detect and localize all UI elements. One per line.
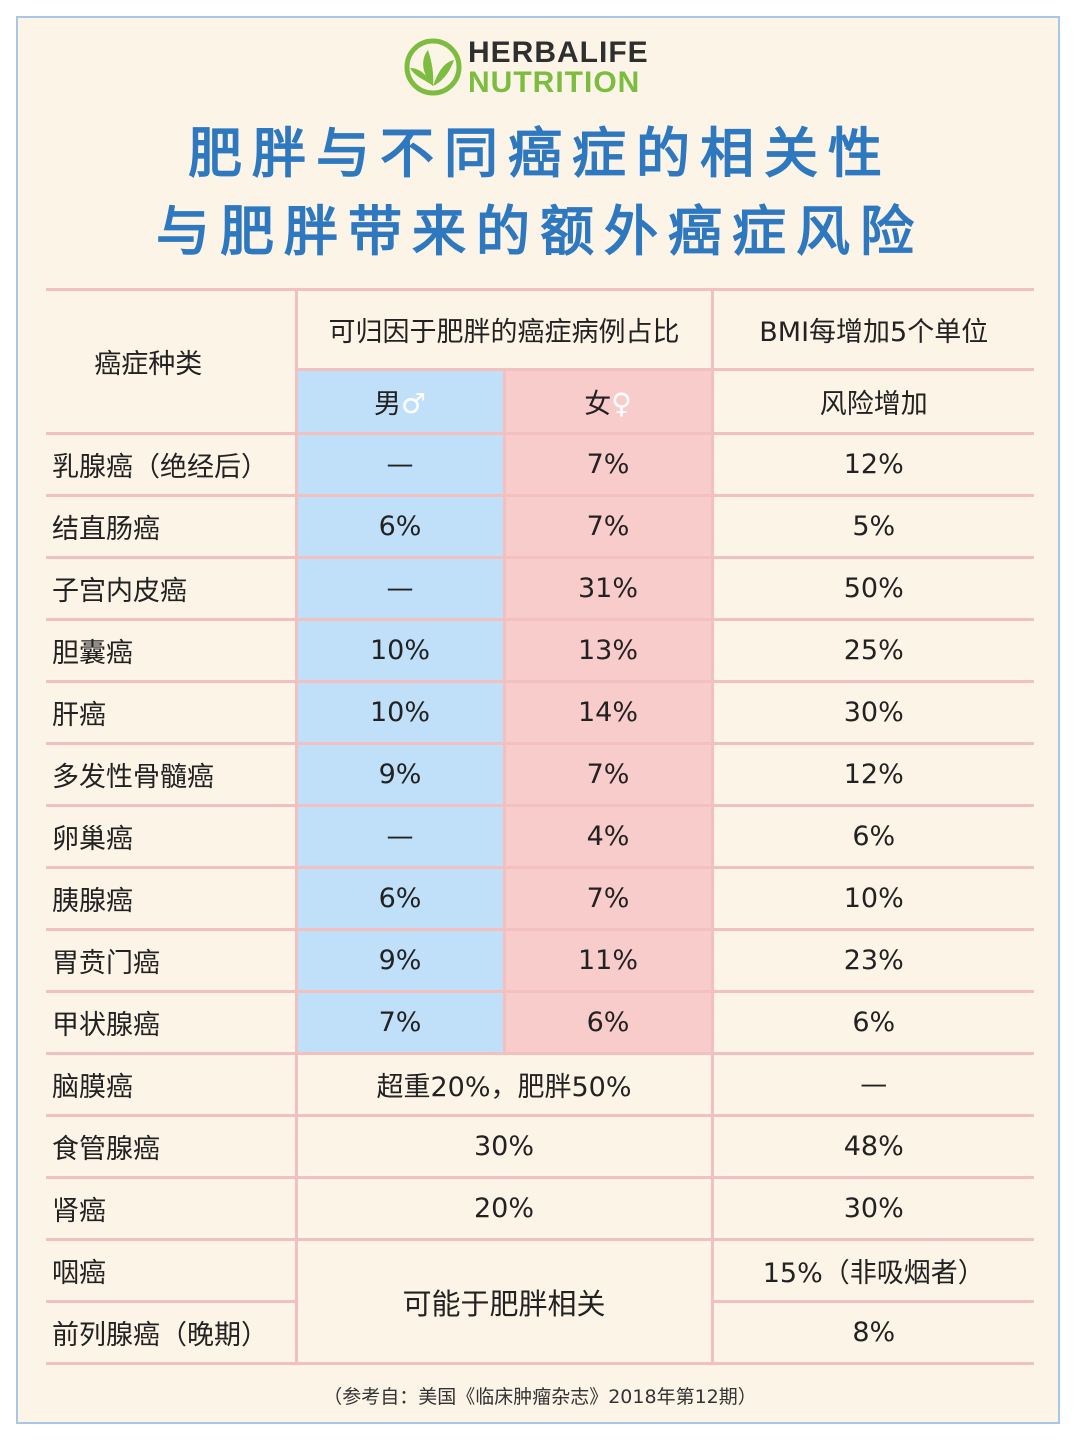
risk-value: 48% [712, 1115, 1034, 1179]
male-value: 6% [296, 867, 506, 931]
herbalife-leaf-icon [404, 38, 462, 96]
table-row: 胃贲门癌 9% 11% 23% [46, 929, 1034, 993]
herbalife-logo: HERBALIFE NUTRITION [404, 36, 694, 100]
risk-value: 30% [712, 681, 1034, 745]
female-value: 7% [504, 495, 714, 559]
table-row: 食管腺癌 30% 48% [46, 1115, 1034, 1179]
female-value: 7% [504, 867, 714, 931]
table-row: 胆囊癌 10% 13% 25% [46, 619, 1034, 683]
female-value: 7% [504, 433, 714, 497]
risk-value: 5% [712, 495, 1034, 559]
title-line-1: 肥胖与不同癌症的相关性 [188, 122, 892, 185]
risk-value: 23% [712, 929, 1034, 993]
cancer-name: 前列腺癌（晚期） [46, 1301, 298, 1365]
table-row: 甲状腺癌 7% 6% 6% [46, 991, 1034, 1055]
cancer-name: 胆囊癌 [46, 619, 298, 683]
header-cancer-type: 癌症种类 [46, 288, 298, 435]
female-value: 13% [504, 619, 714, 683]
male-symbol-icon: ♂ [400, 387, 427, 420]
header-female-label: 女 [584, 389, 612, 420]
reference-note: （参考自：美国《临床肿瘤杂志》2018年第12期） [323, 1386, 757, 1408]
table-row: 结直肠癌 6% 7% 5% [46, 495, 1034, 559]
male-value: 10% [296, 619, 506, 683]
risk-value: 12% [712, 433, 1034, 497]
table-row: 肝癌 10% 14% 30% [46, 681, 1034, 745]
table-row: 子宫内皮癌 — 31% 50% [46, 557, 1034, 621]
cancer-name: 胰腺癌 [46, 867, 298, 931]
cancer-name: 咽癌 [46, 1239, 298, 1303]
table-row: 前列腺癌（晚期） 8% [46, 1301, 1034, 1365]
header-row-2: 男♂ 女♀ 风险增加 [46, 369, 1034, 435]
female-value: 14% [504, 681, 714, 745]
cancer-risk-table: 癌症种类 可归因于肥胖的癌症病例占比 BMI每增加5个单位 男♂ 女♀ 风险增加… [46, 288, 1034, 1365]
header-attributable: 可归因于肥胖的癌症病例占比 [296, 288, 714, 371]
combined-value: 20% [296, 1177, 714, 1241]
title-line-2: 与肥胖带来的额外癌症风险 [156, 200, 924, 263]
table-row: 咽癌 可能于肥胖相关 15%（非吸烟者） [46, 1239, 1034, 1365]
table-row: 肾癌 20% 30% [46, 1177, 1034, 1241]
female-value: 7% [504, 743, 714, 807]
cancer-name: 甲状腺癌 [46, 991, 298, 1055]
female-value: 4% [504, 805, 714, 869]
cancer-name: 肝癌 [46, 681, 298, 745]
female-symbol-icon: ♀ [611, 387, 632, 420]
risk-value: 12% [712, 743, 1034, 807]
risk-value: 30% [712, 1177, 1034, 1241]
risk-value: 10% [712, 867, 1034, 931]
cancer-name: 结直肠癌 [46, 495, 298, 559]
male-value: 10% [296, 681, 506, 745]
header-bmi: BMI每增加5个单位 [712, 288, 1034, 371]
male-value: 9% [296, 929, 506, 993]
table-row: 胰腺癌 6% 7% 10% [46, 867, 1034, 931]
male-value: — [296, 805, 506, 869]
cancer-name: 多发性骨髓癌 [46, 743, 298, 807]
cancer-name: 子宫内皮癌 [46, 557, 298, 621]
header-row-1: 癌症种类 可归因于肥胖的癌症病例占比 BMI每增加5个单位 [46, 288, 1034, 435]
table-row: 脑膜癌 超重20%，肥胖50% — [46, 1053, 1034, 1117]
risk-value: 6% [712, 805, 1034, 869]
cancer-name: 卵巢癌 [46, 805, 298, 869]
female-value: 31% [504, 557, 714, 621]
risk-value: 25% [712, 619, 1034, 683]
combined-value: 可能于肥胖相关 [296, 1239, 714, 1365]
female-value: 11% [504, 929, 714, 993]
combined-value: 30% [296, 1115, 714, 1179]
cancer-name: 脑膜癌 [46, 1053, 298, 1117]
combined-value: 超重20%，肥胖50% [296, 1053, 714, 1117]
female-value: 6% [504, 991, 714, 1055]
header-female: 女♀ [504, 369, 714, 435]
male-value: 7% [296, 991, 506, 1055]
risk-value: 6% [712, 991, 1034, 1055]
table-row: 卵巢癌 — 4% 6% [46, 805, 1034, 869]
cancer-name: 肾癌 [46, 1177, 298, 1241]
header-male: 男♂ [296, 369, 506, 435]
cancer-name: 乳腺癌（绝经后） [46, 433, 298, 497]
male-value: — [296, 433, 506, 497]
male-value: 9% [296, 743, 506, 807]
male-value: — [296, 557, 506, 621]
logo-text-nutrition: NUTRITION [468, 66, 641, 99]
header-risk: 风险增加 [712, 369, 1034, 435]
table-row: 乳腺癌（绝经后） — 7% 12% [46, 433, 1034, 497]
risk-value: 15%（非吸烟者） [712, 1239, 1034, 1303]
header-male-label: 男 [373, 389, 401, 420]
table-row: 多发性骨髓癌 9% 7% 12% [46, 743, 1034, 807]
risk-value: 50% [712, 557, 1034, 621]
male-value: 6% [296, 495, 506, 559]
cancer-name: 胃贲门癌 [46, 929, 298, 993]
logo-text-herbalife: HERBALIFE [468, 36, 649, 69]
cancer-name: 食管腺癌 [46, 1115, 298, 1179]
risk-value: 8% [712, 1301, 1034, 1365]
risk-value: — [712, 1053, 1034, 1117]
